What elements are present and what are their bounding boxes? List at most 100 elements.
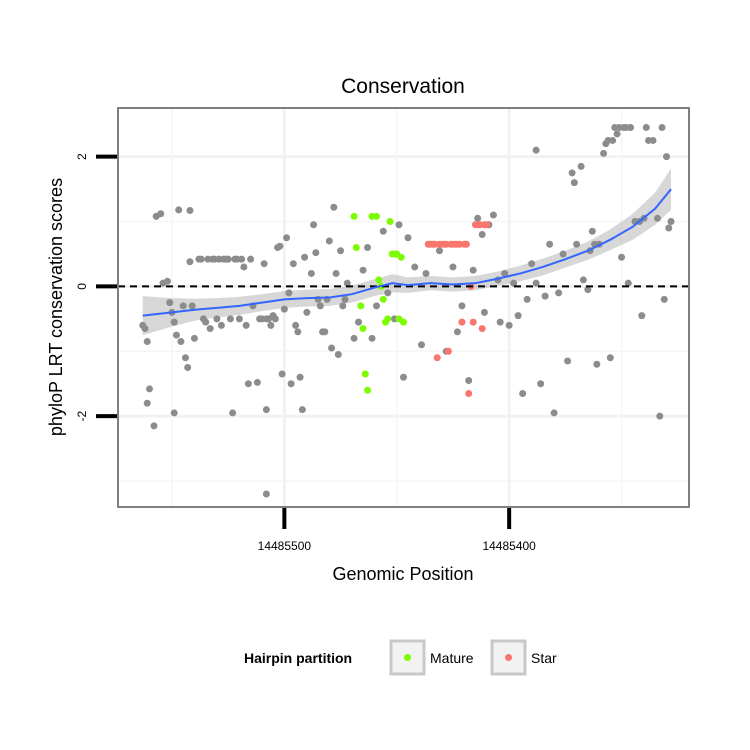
smooth-line-layer — [118, 188, 689, 317]
data-point-mature — [397, 253, 405, 261]
data-point-other — [654, 214, 662, 222]
data-point-other — [642, 123, 650, 131]
data-point-other — [501, 269, 509, 277]
data-point-other — [188, 302, 196, 310]
data-point-other — [404, 234, 412, 242]
data-point-other — [384, 289, 392, 297]
data-point-other — [143, 399, 151, 407]
y-axis-title: phyloP LRT conservation scores — [46, 178, 66, 436]
data-point-other — [514, 312, 522, 320]
data-point-other — [496, 318, 504, 326]
data-point-other — [312, 249, 320, 257]
data-point-other — [197, 255, 205, 263]
data-point-other — [435, 247, 443, 255]
data-point-mature — [400, 318, 407, 326]
data-point-other — [422, 269, 430, 277]
data-point-star — [483, 221, 491, 229]
data-point-other — [337, 247, 345, 255]
data-point-other — [294, 328, 302, 336]
data-point-other — [359, 266, 367, 274]
x-axis-title: Genomic Position — [332, 564, 473, 584]
data-point-other — [469, 266, 477, 274]
data-point-other — [175, 206, 183, 214]
data-point-other — [480, 308, 488, 316]
data-point-other — [307, 269, 315, 277]
data-point-other — [301, 253, 309, 261]
data-point-other — [296, 373, 304, 381]
data-point-other — [267, 321, 275, 329]
data-point-other — [541, 292, 549, 300]
data-point-mature — [373, 212, 381, 220]
y-tick-label: -2 — [75, 411, 89, 422]
data-point-other — [276, 242, 284, 250]
data-point-other — [537, 380, 545, 388]
data-point-other — [379, 227, 387, 235]
x-tick-label: 14485500 — [258, 539, 312, 553]
data-point-other — [310, 221, 318, 229]
data-point-other — [489, 211, 497, 219]
data-point-other — [458, 302, 466, 310]
data-point-other — [373, 302, 381, 310]
data-point-other — [280, 305, 288, 313]
data-point-other — [235, 315, 243, 323]
data-point-star — [433, 354, 441, 362]
data-point-other — [665, 224, 673, 232]
data-point-other — [170, 318, 178, 326]
data-point-other — [240, 263, 248, 271]
data-point-other — [395, 221, 403, 229]
data-point-other — [478, 231, 486, 239]
data-point-other — [656, 412, 664, 420]
data-point-other — [449, 263, 457, 271]
legend-title: Hairpin partition — [244, 650, 352, 666]
data-point-other — [570, 179, 578, 187]
data-point-other — [417, 341, 425, 349]
data-point-other — [667, 218, 675, 226]
data-point-other — [163, 277, 171, 285]
scatter-points — [139, 123, 675, 498]
plot-frame — [117, 107, 690, 508]
data-point-other — [510, 279, 518, 287]
data-point-other — [298, 406, 306, 414]
data-point-mature — [361, 370, 369, 378]
data-point-other — [262, 490, 270, 498]
data-point-other — [465, 376, 473, 384]
data-point-other — [355, 318, 363, 326]
data-point-other — [206, 325, 214, 333]
legend-label-star: Star — [531, 650, 557, 666]
data-point-other — [568, 169, 576, 177]
y-tick-label: 2 — [75, 153, 89, 160]
data-point-mature — [375, 276, 383, 284]
data-point-other — [242, 321, 250, 329]
data-point-other — [262, 406, 270, 414]
data-point-mature — [386, 218, 394, 226]
data-point-other — [224, 255, 232, 263]
data-point-other — [546, 240, 554, 248]
data-point-other — [341, 295, 349, 303]
data-point-other — [649, 136, 657, 144]
smooth-fit-line — [142, 188, 672, 317]
data-point-other — [638, 312, 646, 320]
data-point-other — [577, 162, 585, 170]
data-point-mature — [357, 302, 365, 310]
data-point-other — [166, 299, 174, 307]
data-point-other — [287, 380, 295, 388]
data-point-other — [364, 243, 372, 251]
data-point-star — [465, 389, 473, 397]
data-point-other — [400, 373, 407, 381]
data-point-star — [458, 318, 466, 326]
data-point-other — [523, 295, 531, 303]
data-point-other — [238, 255, 246, 263]
data-point-other — [368, 334, 376, 342]
data-point-other — [321, 328, 329, 336]
data-point-other — [213, 315, 221, 323]
data-point-other — [550, 409, 558, 417]
confidence-band — [142, 168, 672, 336]
data-point-other — [588, 227, 596, 235]
data-point-mature — [364, 386, 372, 394]
data-point-other — [244, 380, 252, 388]
data-point-other — [184, 364, 192, 372]
data-point-other — [190, 334, 198, 342]
data-point-other — [278, 370, 286, 378]
data-point-other — [658, 123, 666, 131]
